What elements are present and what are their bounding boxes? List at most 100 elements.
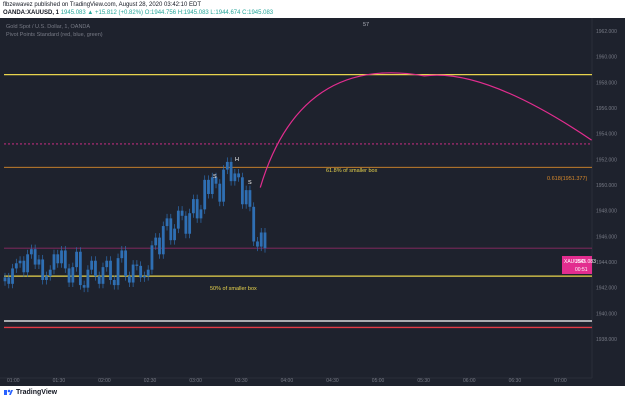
candle-body (56, 254, 60, 264)
candle-body (75, 251, 78, 268)
candle-body (229, 161, 233, 182)
shoulder-right-label: S (248, 180, 252, 186)
price-tick-label: 1956.000 (596, 106, 617, 112)
candle-body (180, 210, 184, 216)
candle-body (244, 190, 248, 205)
candle-body (112, 279, 116, 286)
horizontal-levels (4, 74, 592, 329)
candle-body (214, 177, 218, 184)
publish-info: flbzewavez published on TradingView.com,… (3, 2, 202, 8)
candle-body (240, 177, 244, 205)
candle-body (45, 276, 48, 280)
candle-body (124, 250, 127, 277)
candle-body (237, 173, 241, 178)
price-tag-bg (562, 256, 592, 274)
candle-body (101, 267, 105, 284)
time-tick-label: 02:00 (98, 378, 111, 384)
time-tick-label: 01:00 (7, 378, 20, 384)
time-tick-label: 04:00 (281, 378, 294, 384)
candle-body (29, 249, 33, 255)
footer: TradingView (0, 386, 625, 401)
price-tag-symbol: XAUUSD (564, 259, 585, 265)
candle-body (86, 269, 90, 288)
candle-body (210, 177, 214, 194)
candle-body (48, 269, 52, 277)
projection-arc (259, 72, 592, 188)
candle-body (105, 260, 109, 268)
top-marker: 57 (363, 22, 369, 28)
tradingview-icon (4, 389, 13, 395)
candle-body (120, 250, 124, 259)
candle-body (225, 161, 229, 170)
candle-body (248, 190, 252, 207)
candle-body (165, 218, 169, 227)
candle-body (97, 276, 101, 284)
candle-body (252, 206, 256, 242)
candle-body (14, 263, 18, 269)
time-tick-label: 05:00 (372, 378, 385, 384)
time-tick-label: 01:30 (53, 378, 66, 384)
candle-body (67, 268, 71, 283)
candle-body (63, 250, 67, 269)
candle-body (169, 218, 173, 241)
candle-body (127, 276, 131, 283)
candle-body (195, 199, 199, 219)
candle-body (207, 179, 210, 194)
time-tick-label: 04:30 (326, 378, 339, 384)
candle-body (116, 258, 120, 286)
price-tick-label: 1958.000 (596, 80, 617, 86)
chart-pane[interactable]: Gold Spot / U.S. Dollar, 1, OANDA Pivot … (0, 18, 625, 386)
candle-body (143, 276, 146, 278)
tradingview-logo[interactable]: TradingView (4, 389, 57, 396)
legend-indicator: Pivot Points Standard (red, blue, green) (6, 32, 103, 38)
candle-body (22, 260, 26, 273)
price-tick-label: 1948.000 (596, 209, 617, 215)
price-tick-label: 1946.000 (596, 234, 617, 240)
candle-body (161, 226, 165, 255)
price-axis[interactable]: 1962.000 1960.000 1958.000 1956.000 1954.000… (596, 29, 617, 343)
head-label: H (235, 157, 239, 163)
legend-title: Gold Spot / U.S. Dollar, 1, OANDA (6, 24, 90, 30)
price-tick-label: 1942.000 (596, 286, 617, 292)
candle-body (158, 237, 161, 255)
price-tick-label: 1952.000 (596, 157, 617, 163)
candle-body (94, 260, 97, 277)
candle-body (176, 210, 180, 229)
price-tick-label: 1960.000 (596, 55, 617, 61)
candle-body (150, 245, 154, 270)
price-tag-price: 1945.083 (575, 259, 596, 265)
candle-body (256, 241, 259, 247)
candle-body (263, 232, 267, 249)
candle-body (139, 265, 143, 278)
candle-body (71, 267, 75, 283)
candle-body (173, 228, 176, 241)
price-tag: XAUUSD 1945.083 00:51 (562, 256, 596, 274)
candle-body (33, 249, 37, 265)
price-tick-label: 1940.000 (596, 311, 617, 317)
candle-body (259, 232, 263, 247)
price-tag-countdown: 00:51 (575, 267, 588, 273)
candle-body (188, 213, 192, 234)
time-tick-label: 03:00 (189, 378, 202, 384)
candle-body (222, 169, 225, 202)
time-tick-label: 05:30 (417, 378, 430, 384)
candle-body (60, 250, 63, 264)
price-tick-label: 1962.000 (596, 29, 617, 35)
candle-body (90, 260, 94, 270)
candle-body (11, 268, 14, 284)
candle-body (131, 264, 135, 283)
time-axis[interactable]: 01:00 01:30 02:00 02:30 03:00 03:30 04:00 04:30… (7, 378, 567, 384)
candle-body (18, 260, 22, 264)
price-tick-label: 1954.000 (596, 132, 617, 138)
candle-body (3, 277, 7, 282)
candle-body (26, 254, 30, 273)
price-tick-label: 1950.000 (596, 183, 617, 189)
candle-body (218, 183, 222, 202)
time-tick-label: 06:00 (463, 378, 476, 384)
candle-body (37, 259, 41, 265)
last-price: 1945.083 (60, 10, 86, 16)
candle-body (109, 260, 112, 280)
candle-body (7, 277, 11, 284)
publish-header: flbzewavez published on TradingView.com,… (0, 0, 625, 18)
